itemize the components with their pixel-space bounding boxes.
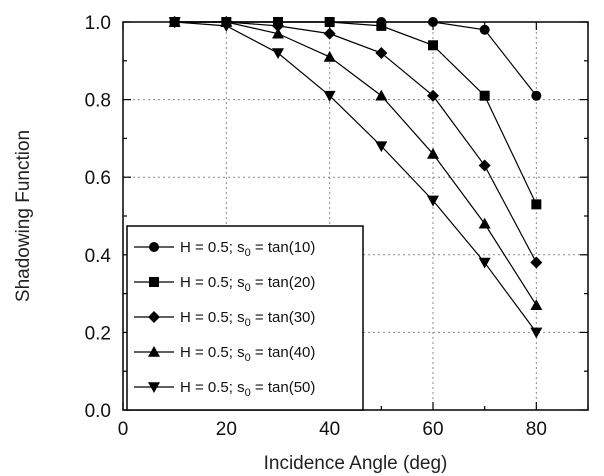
legend-label: H = 0.5; s0 = tan(40) (180, 344, 315, 364)
legend-box (126, 225, 364, 411)
data-point (272, 48, 284, 60)
y-tick-label: 1.0 (85, 13, 111, 34)
data-point (531, 90, 542, 101)
legend-label: H = 0.5; s0 = tan(20) (180, 274, 315, 294)
x-tick-label: 40 (319, 419, 340, 440)
data-point (478, 217, 491, 229)
x-tick-label: 0 (118, 419, 129, 440)
data-point (375, 89, 388, 101)
legend-marker (149, 277, 159, 287)
data-point (375, 141, 388, 153)
data-point (478, 257, 491, 269)
data-point (479, 24, 490, 35)
x-tick-label: 60 (422, 419, 443, 440)
legend-item: H = 0.5; s0 = tan(10) (134, 239, 315, 259)
data-point (428, 40, 438, 51)
series-2 (169, 17, 542, 210)
legend-item: H = 0.5; s0 = tan(50) (134, 379, 315, 399)
legend-item: H = 0.5; s0 = tan(40) (134, 344, 315, 364)
series-line (174, 21, 537, 306)
legend-label: H = 0.5; s0 = tan(10) (180, 239, 315, 259)
legend: H = 0.5; s0 = tan(10) H = 0.5; s0 = tan(2… (126, 225, 364, 411)
data-point (323, 90, 336, 102)
data-point (272, 27, 284, 39)
series-5 (168, 17, 543, 339)
x-tick-label: 80 (526, 419, 547, 440)
data-point (530, 299, 543, 311)
data-point (479, 90, 490, 101)
legend-label: H = 0.5; s0 = tan(50) (180, 379, 315, 399)
legend-item: H = 0.5; s0 = tan(30) (134, 309, 315, 329)
data-point (427, 89, 439, 102)
legend-item: H = 0.5; s0 = tan(20) (134, 274, 315, 294)
y-tick-label: 0.6 (85, 168, 111, 189)
x-tick-label: 20 (216, 419, 237, 440)
y-tick-label: 0.0 (85, 401, 111, 422)
legend-marker (148, 311, 160, 323)
legend-label: H = 0.5; s0 = tan(30) (180, 309, 315, 329)
data-point (427, 195, 439, 207)
y-tick-label: 0.2 (85, 323, 111, 344)
data-point (478, 159, 491, 172)
data-point (530, 327, 543, 339)
data-point (427, 147, 439, 159)
legend-marker (148, 346, 160, 357)
tick-labels: 0 20 40 60 80 0.0 0.2 0.4 0.6 0.8 1.0 (85, 13, 547, 440)
data-point (323, 27, 336, 40)
y-tick-label: 0.4 (85, 246, 112, 267)
data-point (531, 199, 542, 210)
data-point (530, 256, 543, 269)
data-point (323, 50, 336, 62)
legend-marker (149, 242, 159, 252)
y-axis-title: Shadowing Function (13, 130, 34, 302)
series-line (174, 21, 537, 333)
x-axis-title: Incidence Angle (deg) (264, 453, 448, 474)
data-point (375, 47, 388, 60)
legend-marker (148, 382, 160, 393)
y-tick-label: 0.8 (85, 91, 111, 112)
